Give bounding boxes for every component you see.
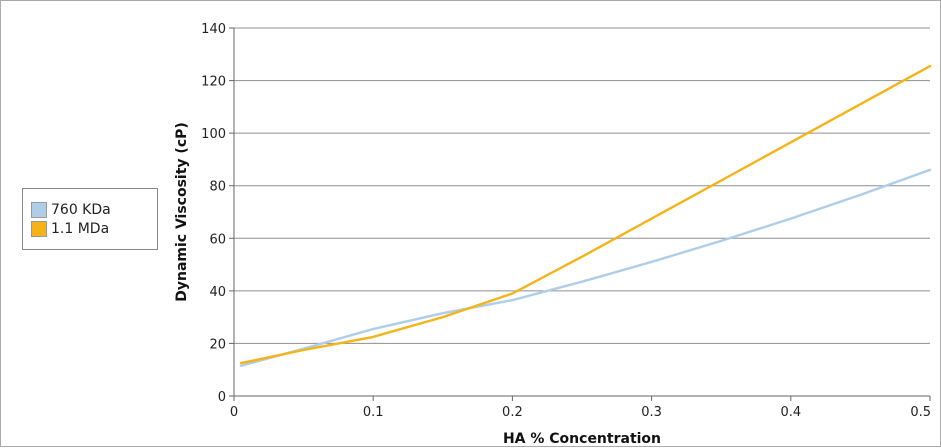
axes: [229, 27, 931, 401]
y-tick-label: 40: [209, 285, 226, 300]
x-tick-label: 0.5: [910, 405, 931, 420]
y-tick-label: 20: [209, 337, 226, 352]
legend-item-1-1-mda: 1.1 MDa: [31, 219, 157, 238]
series-lines: [239, 64, 932, 367]
y-tick-label: 0: [218, 390, 226, 405]
x-tick-label: 0.4: [780, 405, 801, 420]
legend: 760 KDa 1.1 MDa: [22, 188, 158, 250]
x-tick-label: 0.2: [502, 405, 523, 420]
y-tick-label: 140: [201, 22, 226, 37]
legend-label-1-1-mda: 1.1 MDa: [51, 220, 110, 237]
y-tick-label: 80: [209, 180, 226, 195]
y-tick-label: 120: [201, 75, 226, 90]
legend-label-760-kda: 760 KDa: [51, 201, 111, 218]
tick-labels: 0 20 40 60 80 100 120 140 0 0.1 0.2 0.3 0.4 0.5: [201, 22, 931, 420]
legend-item-760-kda: 760 KDa: [31, 200, 157, 219]
grid-lines: [234, 27, 930, 344]
y-tick-label: 60: [209, 232, 226, 247]
y-tick-label: 100: [201, 127, 226, 142]
x-tick-label: 0.1: [363, 405, 384, 420]
x-axis-title: HA % Concentration: [503, 431, 661, 447]
series-line-760-kda: [239, 168, 932, 367]
x-tick-label: 0.3: [641, 405, 662, 420]
series-line-1-1-mda: [239, 64, 932, 365]
legend-swatch-1-1-mda: [31, 220, 47, 237]
legend-swatch-760-kda: [31, 201, 47, 218]
x-tick-label: 0: [230, 405, 238, 420]
y-axis-title: Dynamic Viscosity (cP): [174, 122, 190, 302]
